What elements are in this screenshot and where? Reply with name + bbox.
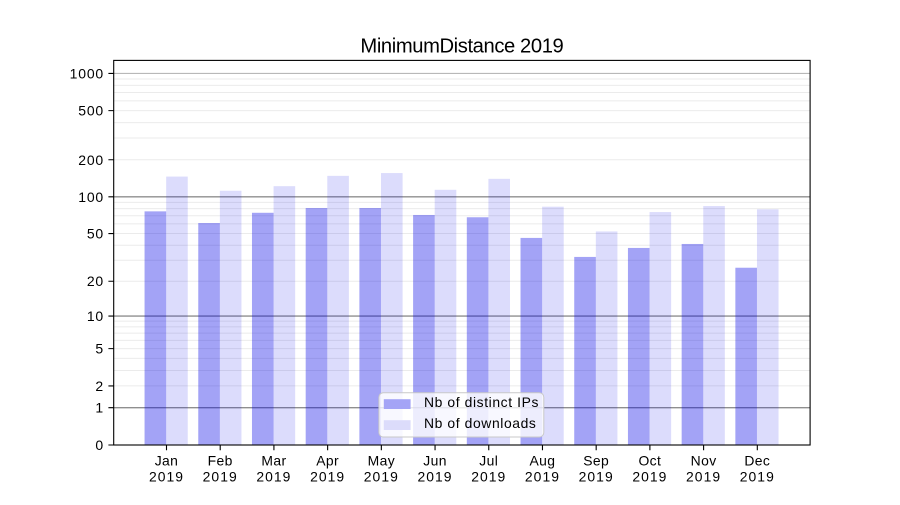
svg-text:2019: 2019 bbox=[203, 468, 238, 484]
svg-text:5: 5 bbox=[95, 341, 104, 357]
svg-text:100: 100 bbox=[78, 189, 104, 205]
svg-text:2019: 2019 bbox=[364, 468, 399, 484]
svg-text:Feb: Feb bbox=[208, 453, 233, 469]
svg-text:2019: 2019 bbox=[632, 468, 667, 484]
svg-text:2019: 2019 bbox=[310, 468, 345, 484]
svg-text:Oct: Oct bbox=[638, 453, 661, 469]
svg-text:Jan: Jan bbox=[155, 453, 179, 469]
svg-text:2019: 2019 bbox=[417, 468, 452, 484]
svg-text:Jul: Jul bbox=[479, 453, 498, 469]
svg-text:2019: 2019 bbox=[525, 468, 560, 484]
svg-text:May: May bbox=[368, 453, 395, 469]
svg-text:2019: 2019 bbox=[256, 468, 291, 484]
svg-text:Sep: Sep bbox=[583, 453, 609, 469]
svg-text:2019: 2019 bbox=[579, 468, 614, 484]
svg-text:Dec: Dec bbox=[744, 453, 770, 469]
svg-text:Nb of distinct IPs: Nb of distinct IPs bbox=[424, 394, 539, 410]
svg-text:1000: 1000 bbox=[70, 65, 104, 81]
svg-text:2: 2 bbox=[95, 378, 104, 394]
svg-text:500: 500 bbox=[78, 103, 104, 119]
svg-text:Nb of downloads: Nb of downloads bbox=[424, 415, 536, 431]
svg-text:50: 50 bbox=[87, 226, 104, 242]
svg-text:2019: 2019 bbox=[740, 468, 775, 484]
svg-text:1: 1 bbox=[95, 400, 104, 416]
svg-text:20: 20 bbox=[87, 273, 104, 289]
svg-text:0: 0 bbox=[95, 437, 104, 453]
svg-text:2019: 2019 bbox=[149, 468, 184, 484]
svg-text:Jun: Jun bbox=[423, 453, 447, 469]
svg-text:MinimumDistance 2019: MinimumDistance 2019 bbox=[360, 36, 563, 58]
svg-text:200: 200 bbox=[78, 152, 104, 168]
svg-text:Aug: Aug bbox=[530, 453, 556, 469]
svg-text:2019: 2019 bbox=[471, 468, 506, 484]
svg-text:Apr: Apr bbox=[316, 453, 339, 469]
svg-text:2019: 2019 bbox=[686, 468, 721, 484]
svg-text:Nov: Nov bbox=[691, 453, 717, 469]
svg-text:10: 10 bbox=[87, 308, 104, 324]
svg-text:Mar: Mar bbox=[261, 453, 286, 469]
